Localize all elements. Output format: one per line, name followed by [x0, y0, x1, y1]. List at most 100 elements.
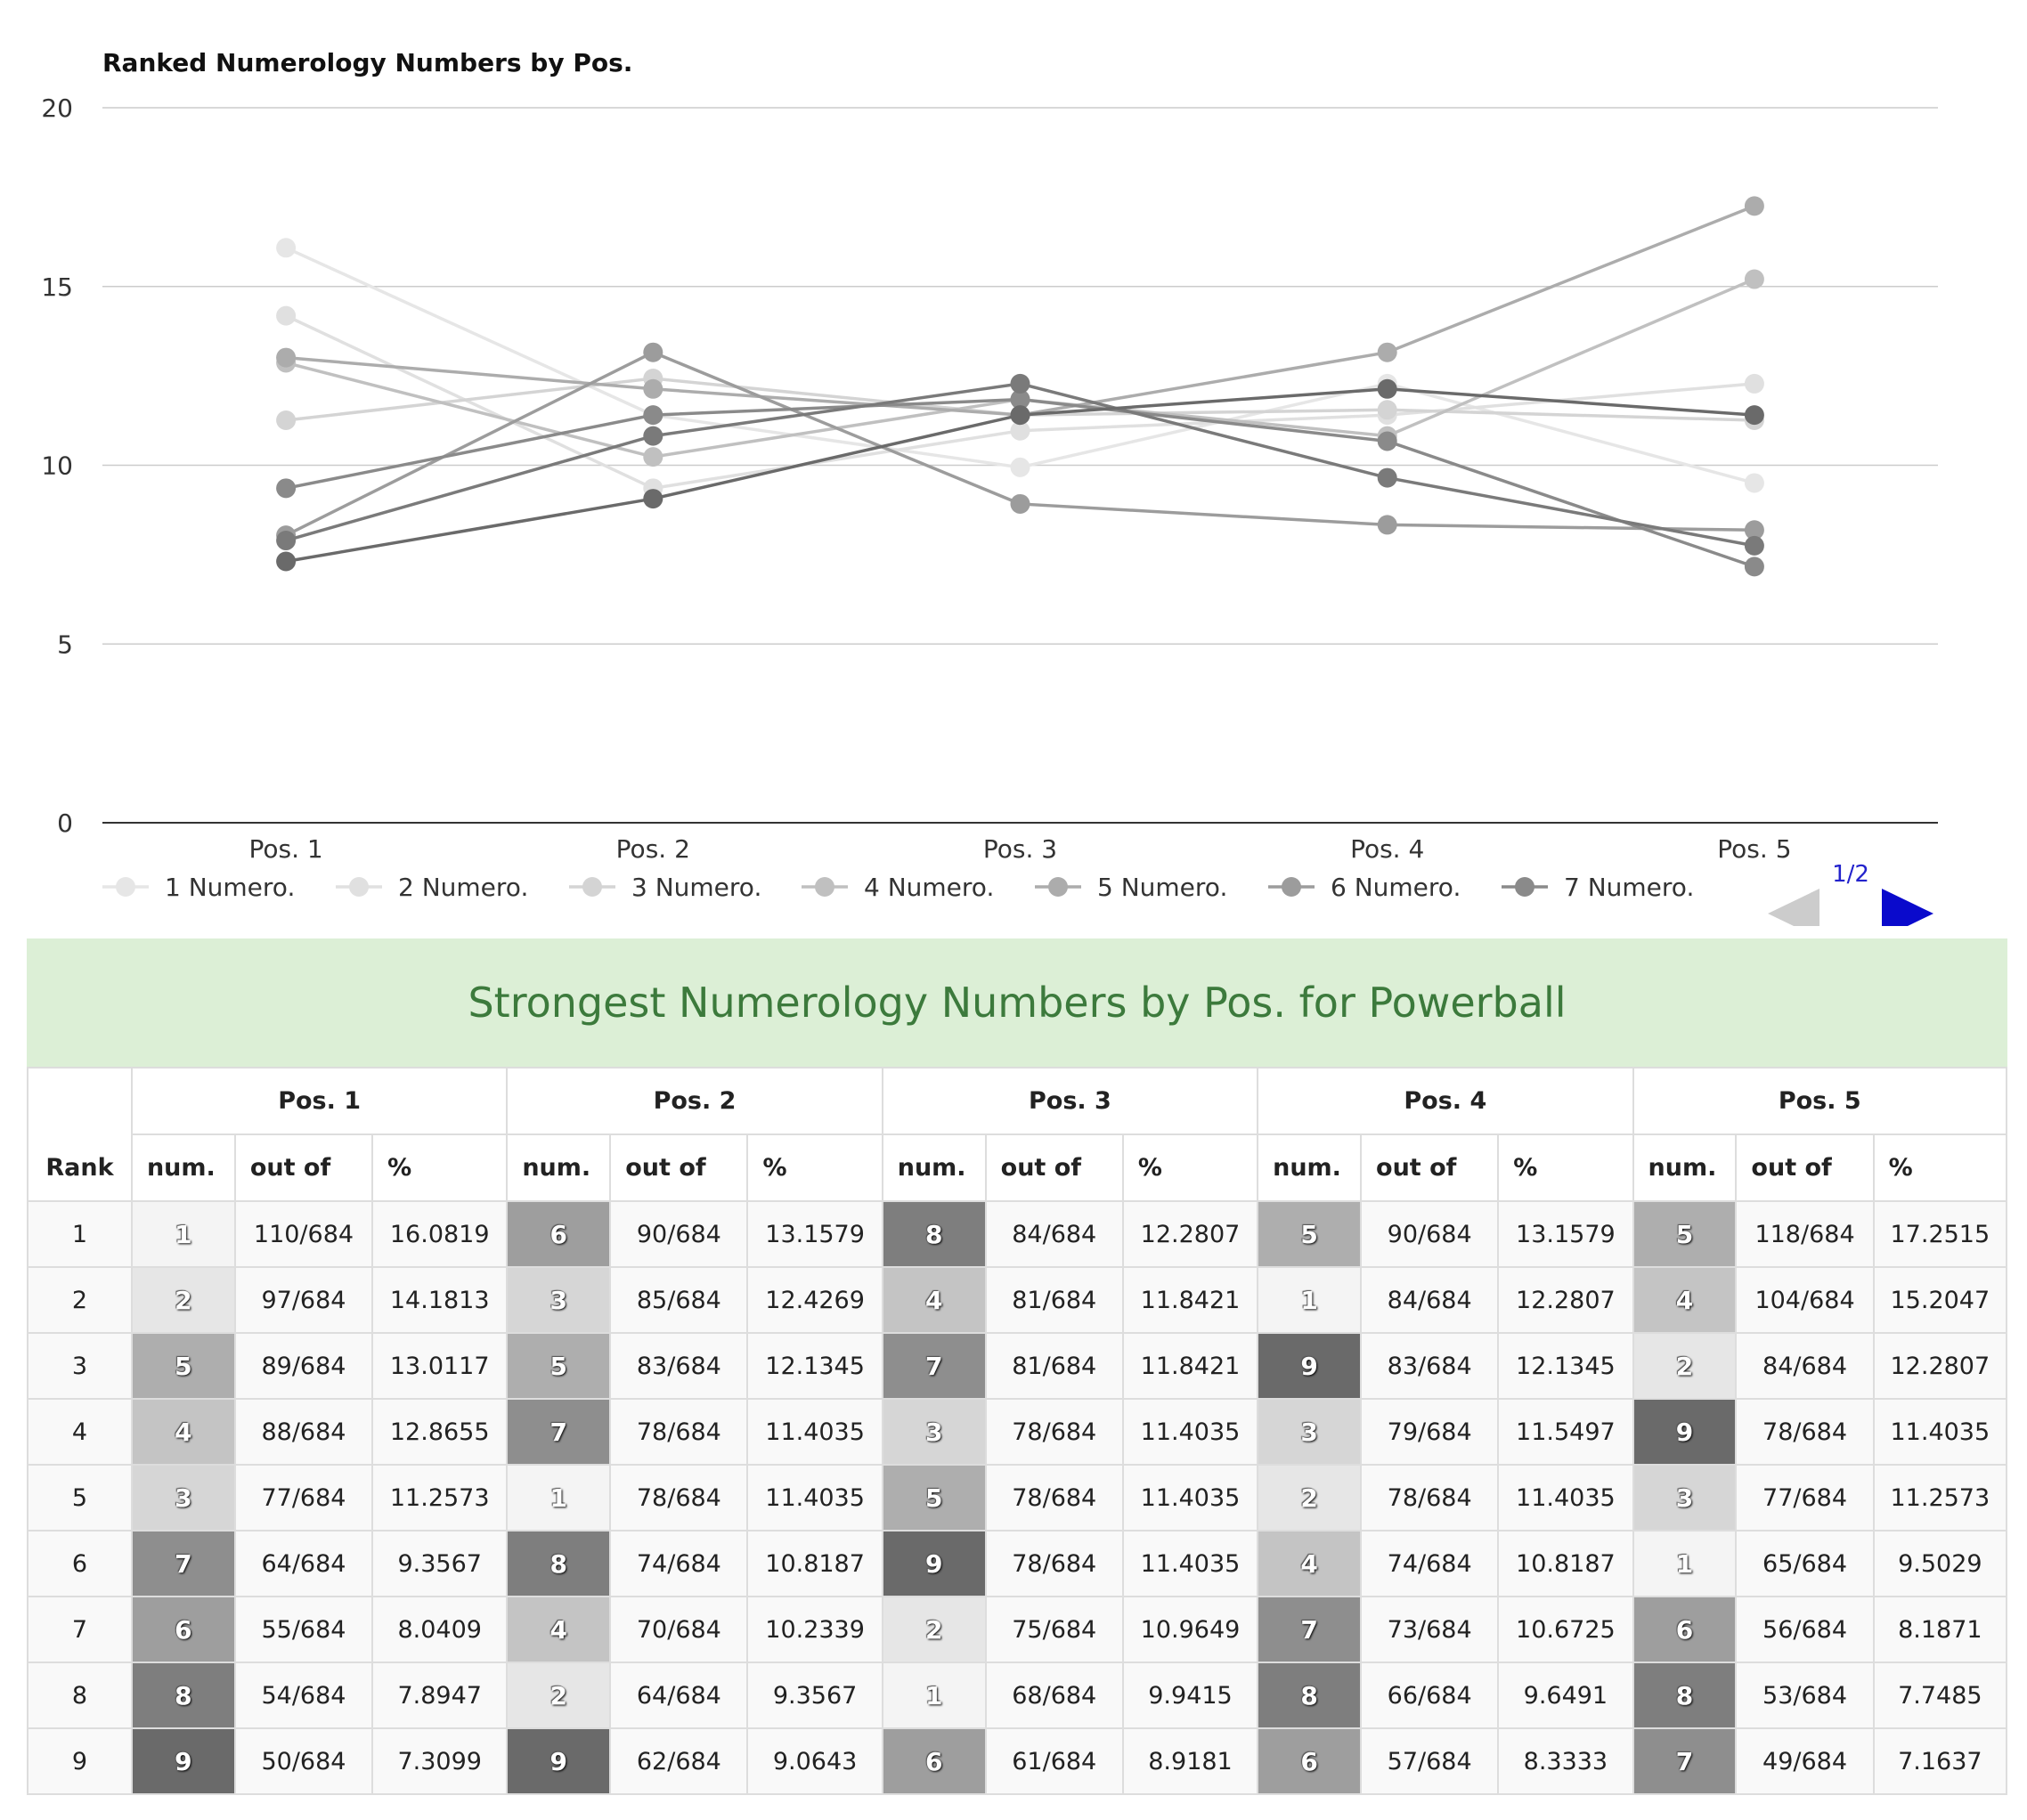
num-cell: 3	[881, 1398, 987, 1466]
out-of-cell: 81/684	[984, 1266, 1124, 1334]
percent-cell: 12.1345	[1497, 1332, 1634, 1400]
legend-swatch-dot	[116, 877, 135, 897]
num-cell: 4	[1257, 1530, 1363, 1597]
num-header: num.	[1632, 1133, 1738, 1202]
table-caption: Strongest Numerology Numbers by Pos. for…	[27, 938, 2007, 1067]
data-point[interactable]	[1377, 431, 1397, 451]
data-point[interactable]	[643, 405, 663, 426]
data-point[interactable]	[643, 426, 663, 446]
data-point[interactable]	[1377, 515, 1397, 535]
data-point[interactable]	[1744, 520, 1764, 540]
y-tick-label: 15	[41, 272, 73, 302]
out-of-cell: 74/684	[609, 1530, 749, 1597]
data-point[interactable]	[1010, 389, 1030, 410]
data-point[interactable]	[1010, 405, 1030, 426]
out-of-cell: 65/684	[1735, 1530, 1875, 1597]
out-of-cell: 73/684	[1360, 1596, 1500, 1663]
data-point[interactable]	[276, 478, 297, 499]
out-of-cell: 55/684	[233, 1596, 374, 1663]
table-row: 1 1 110/684 16.0819 6 90/684 13.1579 8 84/684 12.…	[27, 1200, 2008, 1268]
table-row: 9 9 50/684 7.3099 9 62/684 9.0643 6 61/684 8.9181…	[27, 1727, 2008, 1795]
num-cell: 6	[506, 1200, 612, 1268]
data-point[interactable]	[1744, 373, 1764, 394]
out-of-header: out of	[984, 1133, 1124, 1202]
data-point[interactable]	[276, 551, 297, 572]
out-of-cell: 77/684	[233, 1464, 374, 1532]
legend-item[interactable]: 7 Numero.	[1502, 873, 1694, 902]
num-header: num.	[506, 1133, 612, 1202]
chart-title: Ranked Numerology Numbers by Pos.	[102, 48, 632, 77]
out-of-cell: 84/684	[1735, 1332, 1875, 1400]
out-of-cell: 88/684	[233, 1398, 374, 1466]
legend-label: 7 Numero.	[1564, 873, 1694, 902]
num-cell: 6	[1632, 1596, 1738, 1663]
out-of-cell: 110/684	[233, 1200, 374, 1268]
out-of-cell: 49/684	[1735, 1727, 1875, 1795]
data-point[interactable]	[1744, 557, 1764, 577]
next-page-arrow-icon[interactable]	[1882, 889, 1933, 926]
out-of-cell: 90/684	[1360, 1200, 1500, 1268]
column-header-row: Rank num. out of% num. out of% num. out of% nu…	[27, 1133, 2008, 1202]
corner-cell	[27, 1067, 133, 1134]
out-of-cell: 85/684	[609, 1266, 749, 1334]
data-point[interactable]	[643, 378, 663, 399]
table-row: 3 5 89/684 13.0117 5 83/684 12.1345 7 81/684 11.8…	[27, 1332, 2008, 1400]
data-point[interactable]	[1744, 269, 1764, 289]
data-point[interactable]	[276, 410, 297, 431]
num-cell: 1	[881, 1662, 987, 1729]
percent-header: %	[1121, 1133, 1259, 1202]
data-point[interactable]	[1377, 467, 1397, 488]
num-cell: 9	[1632, 1398, 1738, 1466]
legend-item[interactable]: 1 Numero.	[102, 873, 295, 902]
data-point[interactable]	[1010, 420, 1030, 441]
data-point[interactable]	[1744, 535, 1764, 556]
data-point[interactable]	[1744, 473, 1764, 493]
percent-cell: 7.7485	[1872, 1662, 2008, 1729]
x-axis-ticks: Pos. 1 Pos. 2 Pos. 3 Pos. 4 Pos. 5	[248, 834, 1791, 864]
num-cell: 6	[130, 1596, 236, 1663]
data-point[interactable]	[276, 238, 297, 258]
num-cell: 6	[1257, 1727, 1363, 1795]
legend-item[interactable]: 5 Numero.	[1035, 873, 1227, 902]
num-cell: 9	[506, 1727, 612, 1795]
data-point[interactable]	[1377, 342, 1397, 362]
data-point[interactable]	[1377, 400, 1397, 420]
out-of-cell: 78/684	[984, 1530, 1124, 1597]
legend-item[interactable]: 6 Numero.	[1268, 873, 1461, 902]
percent-cell: 13.1579	[1497, 1200, 1634, 1268]
out-of-header: out of	[609, 1133, 749, 1202]
out-of-cell: 66/684	[1360, 1662, 1500, 1729]
data-point[interactable]	[643, 342, 663, 362]
rank-cell: 6	[27, 1530, 133, 1597]
out-of-cell: 50/684	[233, 1727, 374, 1795]
data-point[interactable]	[1744, 405, 1764, 426]
data-point[interactable]	[1010, 457, 1030, 477]
data-point[interactable]	[276, 305, 297, 326]
legend-item[interactable]: 3 Numero.	[569, 873, 761, 902]
out-of-cell: 56/684	[1735, 1596, 1875, 1663]
num-cell: 8	[881, 1200, 987, 1268]
rank-cell: 2	[27, 1266, 133, 1334]
num-header: num.	[881, 1133, 987, 1202]
num-cell: 5	[130, 1332, 236, 1400]
percent-cell: 12.4269	[746, 1266, 883, 1334]
data-point[interactable]	[643, 489, 663, 509]
data-point[interactable]	[643, 447, 663, 467]
line-chart: Ranked Numerology Numbers by Pos. 0 5 10 15…	[41, 48, 1938, 926]
num-cell: 1	[1632, 1530, 1738, 1597]
out-of-cell: 78/684	[609, 1464, 749, 1532]
legend-item[interactable]: 4 Numero.	[802, 873, 994, 902]
legend-label: 2 Numero.	[398, 873, 528, 902]
series	[276, 238, 1764, 493]
out-of-cell: 53/684	[1735, 1662, 1875, 1729]
prev-page-arrow-icon[interactable]	[1768, 889, 1819, 926]
legend-item[interactable]: 2 Numero.	[336, 873, 528, 902]
data-point[interactable]	[1010, 373, 1030, 394]
data-point[interactable]	[276, 347, 297, 368]
data-point[interactable]	[276, 531, 297, 551]
percent-cell: 11.2573	[371, 1464, 509, 1532]
data-point[interactable]	[1010, 493, 1030, 514]
data-point[interactable]	[1744, 196, 1764, 216]
data-point[interactable]	[1377, 378, 1397, 399]
numerology-table: Pos. 1 Pos. 2 Pos. 3 Pos. 4 Pos. 5 Rank num.…	[27, 1067, 2008, 1795]
